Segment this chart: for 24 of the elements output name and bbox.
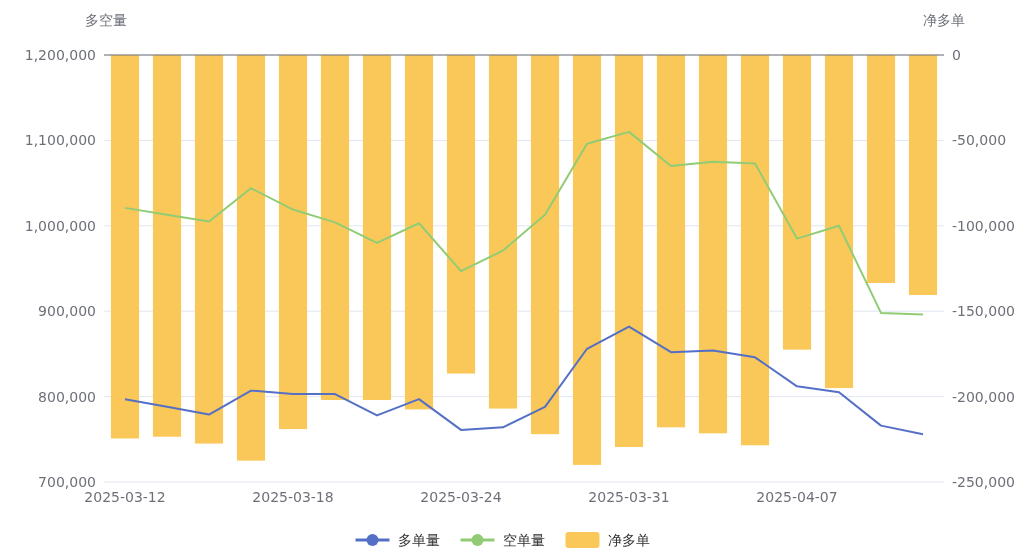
y-tick-label: 800,000: [38, 388, 96, 405]
x-tick-label: 2025-03-18: [252, 489, 334, 505]
y-tick-label: 1,100,000: [24, 132, 96, 149]
y2-tick-label: -150,000: [952, 303, 1015, 320]
y2-tick-label: -100,000: [952, 217, 1015, 234]
y-tick-label: 700,000: [38, 473, 96, 490]
x-tick-label: 2025-04-07: [756, 489, 838, 505]
x-tick-label: 2025-03-24: [420, 489, 502, 505]
y-tick-label: 1,200,000: [24, 46, 96, 63]
legend-label: 空单量: [502, 531, 545, 548]
y-tick-label: 1,000,000: [24, 217, 96, 234]
legend-label: 净多单: [607, 531, 650, 548]
y2-tick-label: -50,000: [952, 132, 1007, 149]
y-tick-label: 900,000: [38, 303, 96, 320]
y2-tick-label: 0: [952, 46, 961, 63]
y2-tick-label: -200,000: [952, 388, 1015, 405]
y2-axis-title: 净多单: [923, 12, 965, 28]
line-series: [124, 325, 924, 436]
y-axis-title: 多空量: [85, 12, 127, 28]
y2-tick-label: -250,000: [952, 473, 1015, 490]
line-series: [124, 130, 924, 316]
legend-label: 多单量: [397, 531, 440, 548]
x-tick-label: 2025-03-31: [588, 489, 670, 505]
x-tick-label: 2025-03-12: [84, 489, 166, 505]
